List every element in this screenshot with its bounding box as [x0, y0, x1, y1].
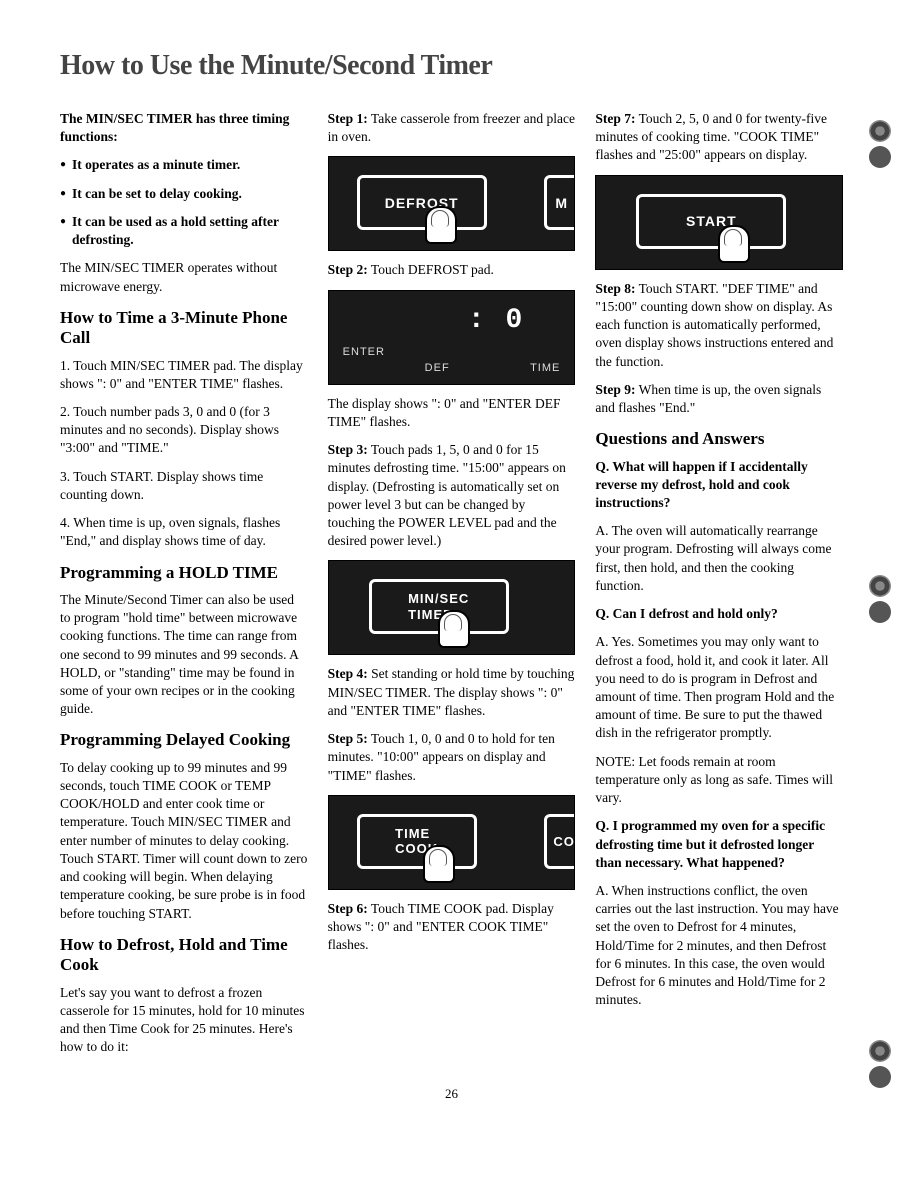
page-title: How to Use the Minute/Second Timer [60, 50, 843, 82]
hole-icon [869, 575, 891, 597]
step-9: Step 9: When time is up, the oven signal… [595, 381, 843, 417]
intro-tail: The MIN/SEC TIMER operates without micro… [60, 259, 308, 295]
segment-display: : 0 [468, 305, 524, 336]
step-6: Step 6: Touch TIME COOK pad. Display sho… [328, 900, 576, 955]
step-7: Step 7: Touch 2, 5, 0 and 0 for twenty-f… [595, 110, 843, 165]
bullet-2: It can be set to delay cooking. [60, 185, 308, 203]
step-2: Step 2: Touch DEFROST pad. [328, 261, 576, 279]
hole-icon [869, 1066, 891, 1088]
phone-step-4: 4. When time is up, oven signals, flashe… [60, 514, 308, 550]
time-label: TIME [530, 362, 560, 374]
bullet-1: It operates as a minute timer. [60, 156, 308, 174]
panel-display: : 0 ENTER DEF TIME [328, 290, 576, 385]
function-bullets: It operates as a minute timer. It can be… [60, 156, 308, 249]
step-3: Step 3: Touch pads 1, 5, 0 and 0 for 15 … [328, 441, 576, 550]
hole-icon [869, 601, 891, 623]
binder-holes-mid [869, 575, 891, 627]
answer-3: A. When instructions conflict, the oven … [595, 882, 843, 1010]
binder-holes-bottom [869, 1040, 891, 1092]
binder-holes-top [869, 120, 891, 172]
answer-1: A. The oven will automatically rearrange… [595, 522, 843, 595]
hole-icon [869, 1040, 891, 1062]
page-number: 26 [60, 1086, 843, 1102]
heading-defrost-hold-cook: How to Defrost, Hold and Time Cook [60, 935, 308, 976]
heading-hold-time: Programming a HOLD TIME [60, 563, 308, 583]
delay-paragraph: To delay cooking up to 99 minutes and 99… [60, 759, 308, 923]
defrost-intro: Let's say you want to defrost a frozen c… [60, 984, 308, 1057]
panel-timecook: TIME COOK CO [328, 795, 576, 890]
question-3: Q. I programmed my oven for a specific d… [595, 817, 843, 872]
bullet-3: It can be used as a hold setting after d… [60, 213, 308, 249]
step-1: Step 1: Take casserole from freezer and … [328, 110, 576, 146]
hole-icon [869, 120, 891, 142]
answer-2: A. Yes. Sometimes you may only want to d… [595, 633, 843, 742]
partial-button-graphic: M [544, 175, 575, 230]
step-8: Step 8: Touch START. "DEF TIME" and "15:… [595, 280, 843, 371]
panel-defrost: DEFROST M [328, 156, 576, 251]
question-2: Q. Can I defrost and hold only? [595, 605, 843, 623]
step-4: Step 4: Set standing or hold time by tou… [328, 665, 576, 720]
partial-button-graphic: CO [544, 814, 575, 869]
step-2-tail: The display shows ": 0" and "ENTER DEF T… [328, 395, 576, 431]
start-button-graphic: START [636, 194, 786, 249]
column-3: Step 7: Touch 2, 5, 0 and 0 for twenty-f… [595, 110, 843, 1066]
hole-icon [869, 146, 891, 168]
phone-step-1: 1. Touch MIN/SEC TIMER pad. The display … [60, 357, 308, 393]
heading-delayed-cooking: Programming Delayed Cooking [60, 730, 308, 750]
column-2: Step 1: Take casserole from freezer and … [328, 110, 576, 1066]
column-1: The MIN/SEC TIMER has three timing funct… [60, 110, 308, 1066]
hold-paragraph: The Minute/Second Timer can also be used… [60, 591, 308, 719]
question-1: Q. What will happen if I accidentally re… [595, 458, 843, 513]
phone-step-2: 2. Touch number pads 3, 0 and 0 (for 3 m… [60, 403, 308, 458]
answer-2-note: NOTE: Let foods remain at room temperatu… [595, 753, 843, 808]
step-5: Step 5: Touch 1, 0, 0 and 0 to hold for … [328, 730, 576, 785]
heading-qa: Questions and Answers [595, 429, 843, 449]
phone-step-3: 3. Touch START. Display shows time count… [60, 468, 308, 504]
finger-icon [421, 206, 457, 251]
finger-icon [714, 225, 750, 270]
panel-minsec: MIN/SEC TIMER [328, 560, 576, 655]
finger-icon [434, 610, 470, 655]
panel-start: START [595, 175, 843, 270]
intro-heading: The MIN/SEC TIMER has three timing funct… [60, 110, 308, 146]
heading-phone-call: How to Time a 3-Minute Phone Call [60, 308, 308, 349]
content-columns: The MIN/SEC TIMER has three timing funct… [60, 110, 843, 1066]
enter-label: ENTER [343, 346, 385, 358]
finger-icon [419, 845, 455, 890]
timecook-button-graphic: TIME COOK [357, 814, 477, 869]
def-label: DEF [425, 362, 450, 374]
